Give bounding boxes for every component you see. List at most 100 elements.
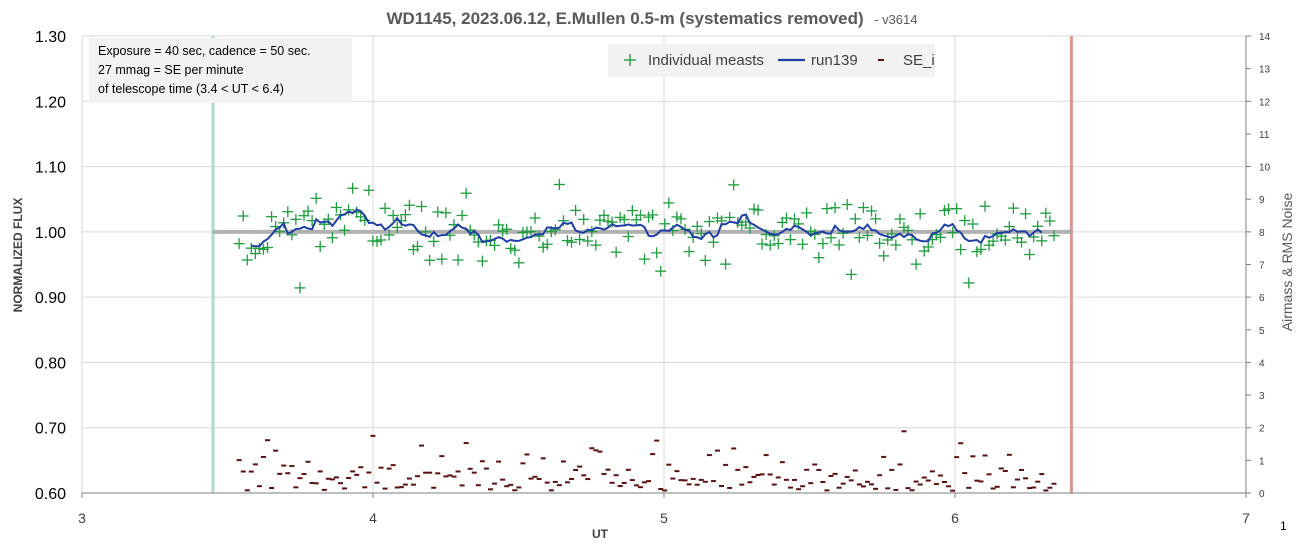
- individual-measurement-point: [1024, 249, 1036, 261]
- individual-measurement-point: [874, 237, 886, 249]
- individual-measurement-point: [343, 204, 355, 216]
- individual-measurement-point: [683, 246, 695, 258]
- individual-measurement-point: [922, 241, 934, 253]
- individual-measurement-point: [391, 221, 403, 233]
- corner-label: 1: [1280, 519, 1287, 533]
- individual-measurement-point: [870, 213, 882, 225]
- y-tick-label: 1.10: [35, 160, 66, 177]
- individual-measurement-point: [387, 209, 399, 221]
- individual-measurement-point: [878, 250, 890, 262]
- individual-measurement-point: [322, 213, 334, 225]
- individual-measurement-point: [784, 234, 796, 246]
- individual-measurement-point: [452, 254, 464, 266]
- individual-measurement-point: [833, 239, 845, 251]
- individual-measurement-point: [853, 232, 865, 244]
- individual-measurement-point: [347, 182, 359, 194]
- x-axis-label: UT: [592, 527, 609, 541]
- y2-tick-label: 0: [1259, 489, 1265, 500]
- individual-measurement-point: [691, 220, 703, 232]
- individual-measurement-point: [241, 254, 253, 266]
- legend-marker-individual: [624, 54, 636, 66]
- individual-measurement-point: [963, 277, 975, 289]
- y2-tick-label: 6: [1259, 293, 1265, 304]
- individual-measurement-point: [586, 226, 598, 238]
- legend: Individual measts run139 SE_i: [608, 44, 935, 77]
- individual-measurement-point: [440, 207, 452, 219]
- y2-tick-label: 11: [1259, 130, 1270, 141]
- individual-measurement-point: [626, 205, 638, 217]
- individual-measurement-point: [959, 215, 971, 227]
- individual-measurement-point: [266, 211, 278, 223]
- individual-measurement-point: [557, 215, 569, 227]
- individual-measurement-point: [310, 192, 322, 204]
- y2-tick-label: 5: [1259, 326, 1265, 337]
- individual-measurement-point: [663, 197, 675, 209]
- grid: [82, 35, 1246, 493]
- individual-measurement-point: [1003, 221, 1015, 233]
- y2-tick-label: 4: [1259, 358, 1265, 369]
- individual-measurement-point: [639, 253, 651, 265]
- individual-measurement-point: [460, 187, 472, 199]
- annotation-line-2: 27 mmag = SE per minute: [98, 63, 244, 77]
- individual-measurement-point: [849, 213, 861, 225]
- individual-measurement-point: [647, 209, 659, 221]
- individual-measurement-point: [456, 209, 468, 221]
- y-tick-labels: 0.60 0.70 0.80 0.90 1.00 1.10 1.20 1.30: [35, 29, 66, 503]
- individual-measurement-point: [894, 213, 906, 225]
- individual-measurement-point: [606, 216, 618, 228]
- y-tick-label: 1.30: [35, 29, 66, 46]
- individual-measurement-point: [813, 252, 825, 264]
- individual-measurement-point: [910, 258, 922, 270]
- individual-measurement-point: [975, 243, 987, 255]
- individual-measurement-point: [655, 265, 667, 277]
- individual-measurement-point: [764, 239, 776, 251]
- legend-label-individual: Individual measts: [648, 52, 764, 69]
- individual-measurement-point: [529, 212, 541, 224]
- x-tick-label: 4: [369, 510, 377, 526]
- y2-tick-label: 3: [1259, 391, 1265, 402]
- individual-measurement-point: [314, 241, 326, 253]
- individual-measurement-point: [513, 257, 525, 269]
- legend-label-run139: run139: [811, 52, 858, 69]
- individual-measurement-point: [553, 178, 565, 190]
- individual-measurement-point: [574, 234, 586, 246]
- individual-measurement-point: [622, 231, 634, 243]
- y-axis-label: NORMALIZED FLUX: [11, 198, 25, 313]
- x-tick-label: 6: [951, 510, 959, 526]
- run139-series: [251, 208, 1043, 248]
- individual-measurement-point: [890, 239, 902, 251]
- individual-measurement-point: [837, 227, 849, 239]
- individual-measurement-point: [866, 205, 878, 217]
- x-tick-labels: 3 4 5 6 7: [78, 510, 1250, 526]
- y-tick-label: 1.20: [35, 94, 66, 111]
- individual-measurement-point: [829, 202, 841, 214]
- vertical-markers: [211, 36, 1073, 493]
- individual-measurement-point: [659, 218, 671, 230]
- individual-measurement-point: [857, 202, 869, 214]
- y-tick-label: 0.70: [35, 421, 66, 438]
- chart-title: WD1145, 2023.06.12, E.Mullen 0.5-m (syst…: [386, 9, 917, 28]
- legend-label-se: SE_i: [903, 52, 935, 69]
- individual-measurement-point: [841, 199, 853, 211]
- individual-measurement-point: [675, 213, 687, 225]
- individual-measurement-point: [1044, 215, 1056, 227]
- y2-tick-label: 7: [1259, 261, 1265, 272]
- individual-measurement-point: [728, 179, 740, 191]
- individual-measurement-point: [801, 207, 813, 219]
- individual-measurement-point: [424, 254, 436, 266]
- y2-tick-label: 8: [1259, 228, 1265, 239]
- individual-measurement-point: [703, 216, 715, 228]
- individual-measurement-point: [821, 203, 833, 215]
- individual-measurement-point: [363, 184, 375, 196]
- individual-measurement-point: [707, 236, 719, 248]
- chart-title-version: - v3614: [874, 12, 917, 27]
- individual-measurement-point: [590, 239, 602, 251]
- y2-tick-label: 2: [1259, 424, 1265, 435]
- individual-measurement-point: [951, 203, 963, 215]
- individual-measurement-point: [987, 235, 999, 247]
- y2-tick-label: 1: [1259, 456, 1265, 467]
- individual-measurement-point: [618, 214, 630, 226]
- individual-measurement-point: [699, 254, 711, 266]
- individual-measurement-point: [399, 209, 411, 221]
